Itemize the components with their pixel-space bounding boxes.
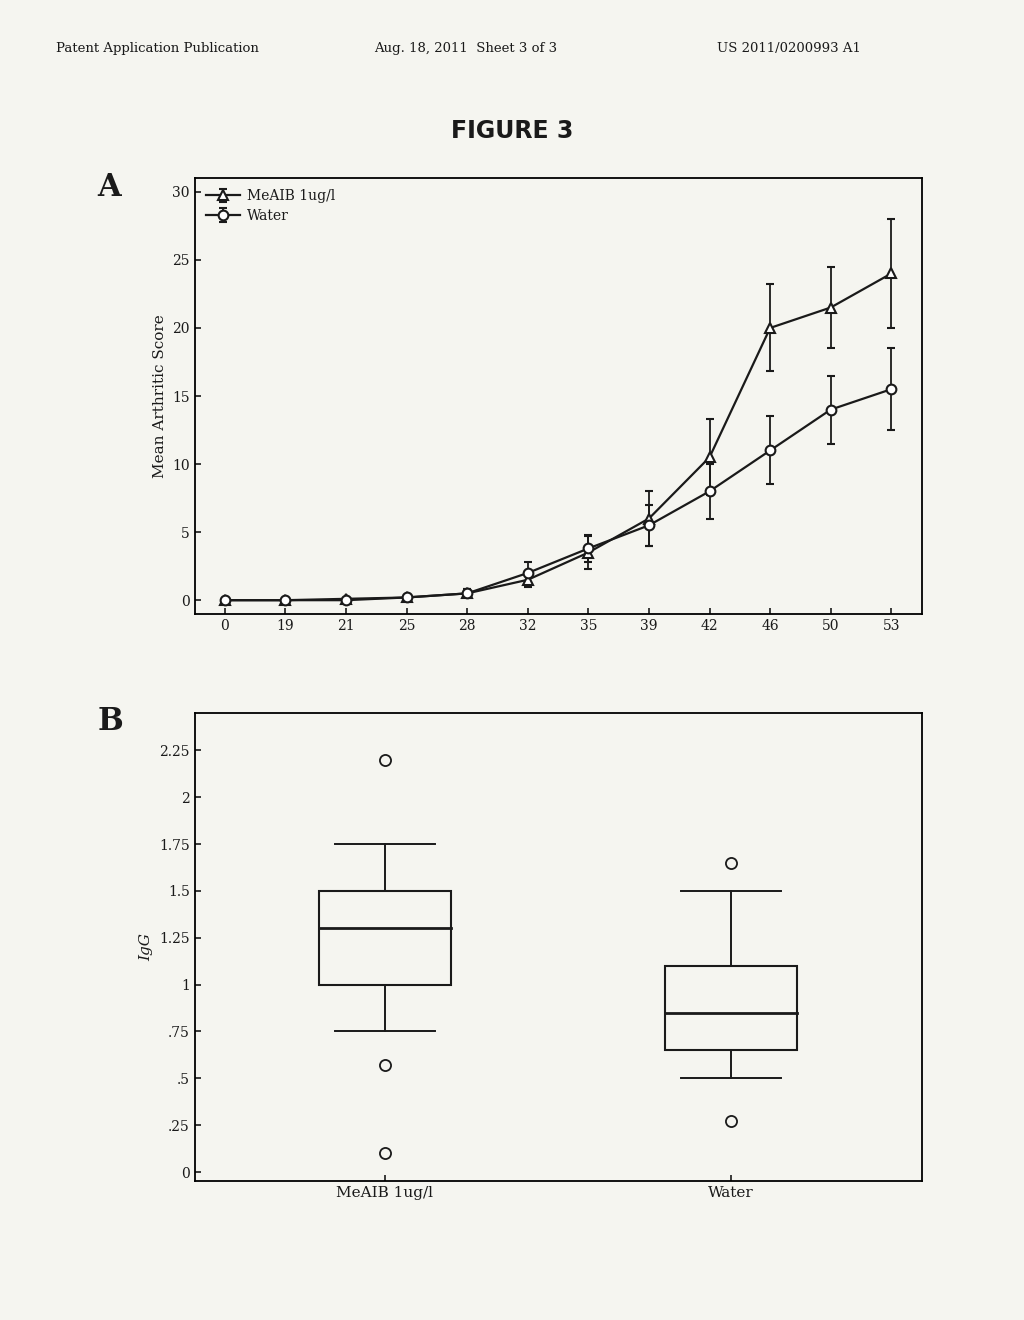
Bar xyxy=(666,966,797,1051)
Text: FIGURE 3: FIGURE 3 xyxy=(451,119,573,143)
Text: Aug. 18, 2011  Sheet 3 of 3: Aug. 18, 2011 Sheet 3 of 3 xyxy=(374,42,557,55)
Bar xyxy=(319,891,451,985)
Legend: MeAIB 1ug/l, Water: MeAIB 1ug/l, Water xyxy=(200,183,341,228)
Text: A: A xyxy=(97,172,121,202)
Y-axis label: IgG: IgG xyxy=(139,933,154,961)
Text: B: B xyxy=(97,706,123,737)
Text: US 2011/0200993 A1: US 2011/0200993 A1 xyxy=(717,42,861,55)
Y-axis label: Mean Arthritic Score: Mean Arthritic Score xyxy=(153,314,167,478)
Text: Patent Application Publication: Patent Application Publication xyxy=(56,42,259,55)
